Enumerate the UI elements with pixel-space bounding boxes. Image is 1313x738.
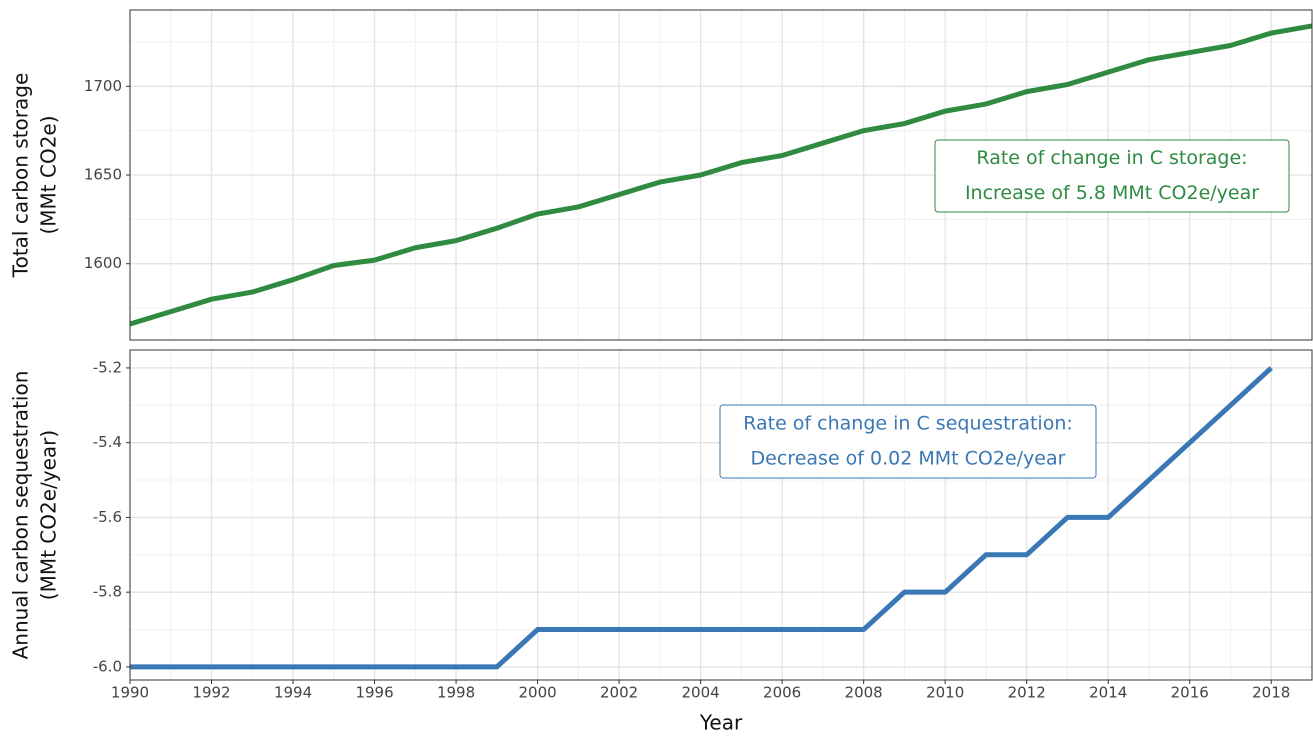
annotation-text: Decrease of 0.02 MMt CO2e/year	[751, 448, 1066, 470]
x-tick-label: 2008	[845, 684, 883, 702]
x-tick-label: 2016	[1171, 684, 1209, 702]
annotation-box	[934, 139, 1290, 213]
annotation-box	[719, 404, 1097, 479]
x-tick-label: 2002	[600, 684, 638, 702]
y-tick-label: -5.2	[93, 358, 122, 376]
y-tick-label: -5.6	[93, 508, 122, 526]
panel-border	[129, 9, 1313, 341]
x-axis-title: Year	[699, 711, 743, 735]
x-tick-label: 2000	[518, 684, 556, 702]
annotation-text: Rate of change in C storage:	[976, 147, 1247, 169]
x-tick-label: 2012	[1008, 684, 1046, 702]
x-tick-label: 2010	[926, 684, 964, 702]
y-tick-label: 1650	[84, 166, 122, 184]
annotation-text: Increase of 5.8 MMt CO2e/year	[965, 182, 1259, 204]
y-tick-label: -6.0	[93, 657, 122, 675]
x-tick-label: 2018	[1252, 684, 1290, 702]
x-tick-label: 2006	[763, 684, 801, 702]
panel-border	[129, 349, 1313, 681]
x-tick-label: 1994	[274, 684, 312, 702]
y-axis-title: Total carbon storage	[9, 73, 33, 278]
y-tick-label: -5.8	[93, 583, 122, 601]
y-tick-label: 1600	[84, 254, 122, 272]
y-tick-label: -5.4	[93, 433, 122, 451]
annotation-text: Rate of change in C sequestration:	[743, 412, 1073, 434]
data-line	[130, 366, 1273, 670]
x-tick-label: 1992	[192, 684, 230, 702]
x-tick-label: 1990	[111, 684, 149, 702]
x-tick-label: 1996	[355, 684, 393, 702]
y-tick-label: 1700	[84, 77, 122, 95]
y-axis-title: Annual carbon sequestration	[9, 371, 33, 660]
data-line	[129, 23, 1313, 327]
y-axis-title: (MMt CO2e)	[37, 115, 61, 234]
x-tick-label: 1998	[437, 684, 475, 702]
x-tick-label: 2004	[682, 684, 720, 702]
y-axis-title: (MMt CO2e/year)	[37, 430, 61, 600]
x-tick-label: 2014	[1089, 684, 1127, 702]
